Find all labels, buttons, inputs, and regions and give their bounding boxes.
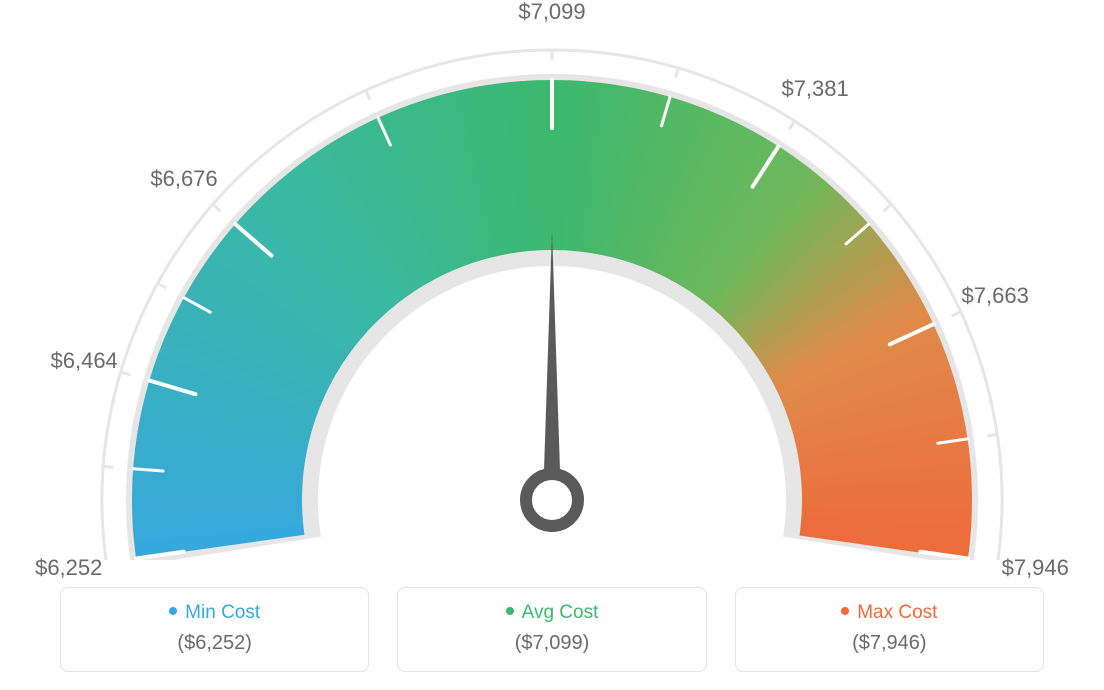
avg-cost-title: Avg Cost: [416, 602, 687, 624]
min-cost-title: Min Cost: [79, 602, 350, 624]
avg-cost-card: Avg Cost ($7,099): [397, 587, 706, 672]
avg-dot-icon: [506, 607, 514, 615]
avg-cost-label: Avg Cost: [522, 602, 599, 623]
cost-cards: Min Cost ($6,252) Avg Cost ($7,099) Max …: [60, 587, 1044, 672]
gauge-tick-label: $7,663: [962, 283, 1029, 309]
gauge-tick-label: $6,676: [150, 166, 217, 192]
gauge-tick-label: $6,252: [35, 555, 102, 581]
min-cost-card: Min Cost ($6,252): [60, 587, 369, 672]
max-cost-card: Max Cost ($7,946): [735, 587, 1044, 672]
chart-wrapper: $6,252 $6,464 $6,676 $7,099 $7,381 $7,663 $7,9…: [0, 0, 1104, 690]
max-dot-icon: [841, 607, 849, 615]
gauge-svg: [0, 0, 1104, 560]
gauge-tick-label: $6,464: [51, 348, 118, 374]
max-cost-title: Max Cost: [754, 602, 1025, 624]
min-cost-label: Min Cost: [185, 602, 260, 623]
min-dot-icon: [169, 607, 177, 615]
gauge-tick-label: $7,946: [1002, 555, 1069, 581]
max-cost-label: Max Cost: [857, 602, 937, 623]
min-cost-value: ($6,252): [79, 632, 350, 655]
gauge-tick-label: $7,381: [781, 76, 848, 102]
gauge-area: $6,252$6,464$6,676$7,099$7,381$7,663$7,9…: [0, 0, 1104, 560]
max-cost-value: ($7,946): [754, 632, 1025, 655]
avg-cost-value: ($7,099): [416, 632, 687, 655]
gauge-tick-label: $7,099: [518, 0, 585, 25]
